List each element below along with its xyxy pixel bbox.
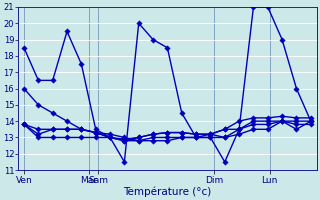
X-axis label: Température (°c): Température (°c) (123, 186, 212, 197)
